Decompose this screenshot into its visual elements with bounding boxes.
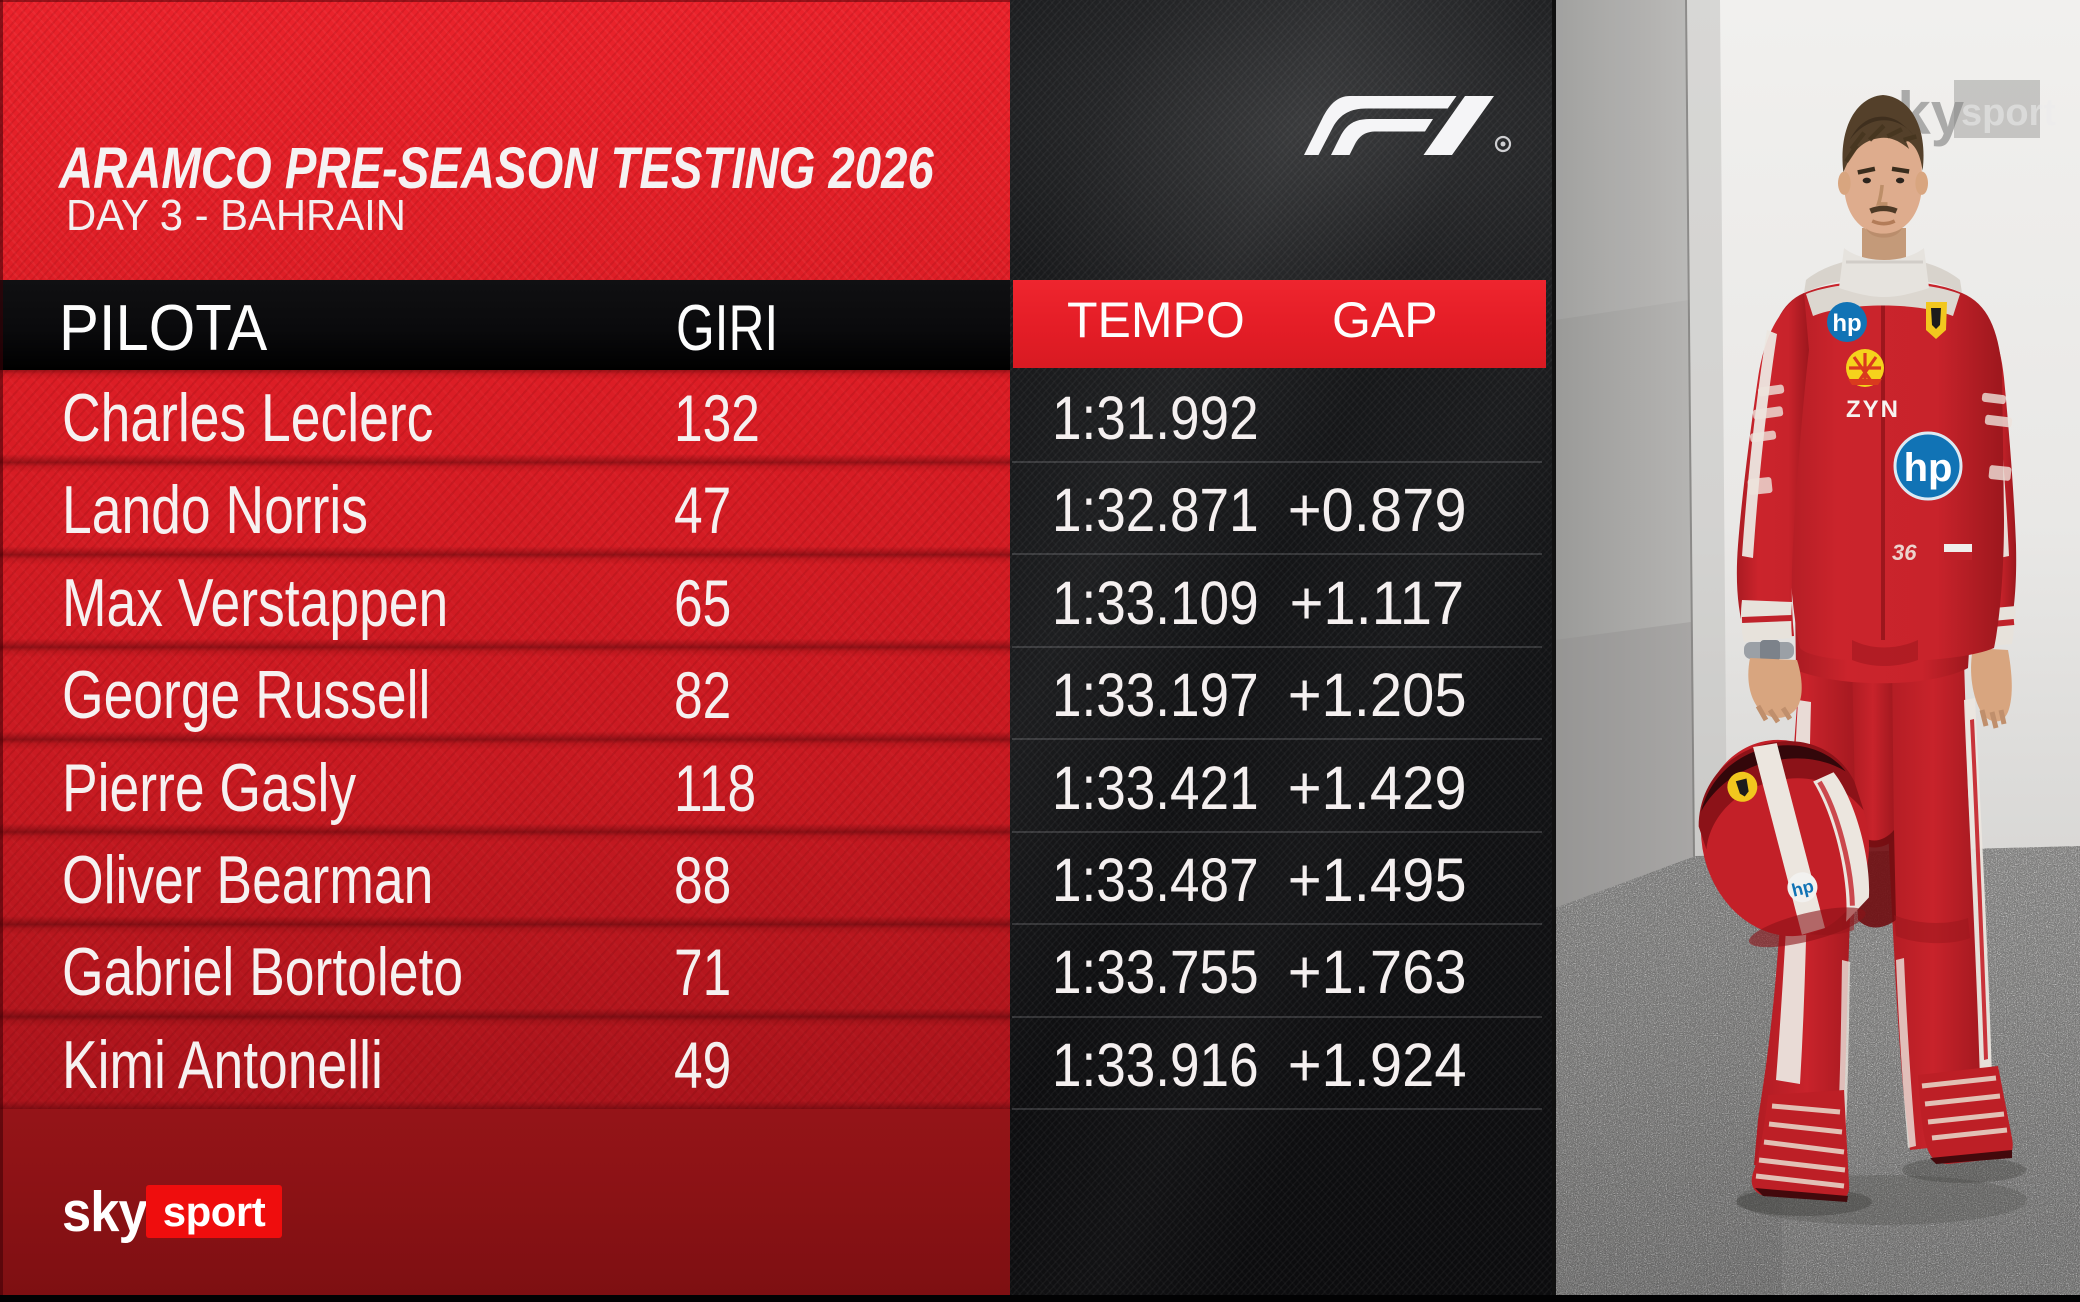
svg-text:sport: sport — [1961, 92, 2056, 134]
svg-text:hp: hp — [1904, 446, 1953, 490]
svg-text:36: 36 — [1892, 540, 1917, 565]
svg-text:hp: hp — [1832, 310, 1861, 337]
svg-text:ZYN: ZYN — [1846, 396, 1900, 423]
